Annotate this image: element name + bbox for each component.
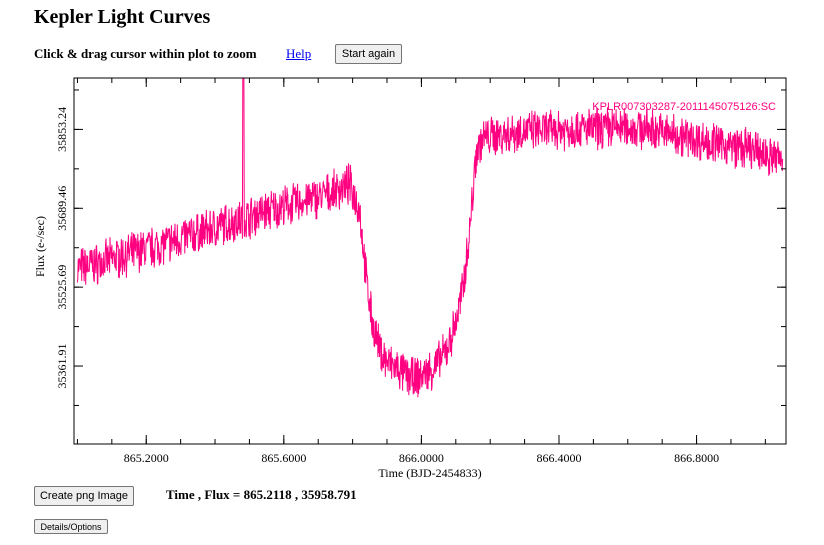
details-options-button[interactable]: Details/Options: [34, 519, 108, 534]
cursor-readout: Time , Flux = 865.2118 , 35958.791: [166, 487, 357, 502]
x-tick-label: 865.6000: [261, 451, 306, 465]
series-source-label: KPLR007303287-2011145075126:SC: [592, 101, 776, 113]
help-link[interactable]: Help: [286, 46, 312, 61]
light-curve-chart[interactable]: 865.2000 865.6000 866.0000 866.4000 866.8000…: [0, 0, 824, 480]
y-axis-label: Flux (e-/sec): [33, 216, 47, 277]
x-tick-label: 866.4000: [536, 451, 581, 465]
start-again-button[interactable]: Start again: [335, 44, 402, 64]
x-tick-label: 865.2000: [124, 451, 169, 465]
page-title: Kepler Light Curves: [34, 6, 211, 28]
x-tick-label: 866.0000: [399, 451, 444, 465]
y-tick-label: 35525.69: [55, 265, 69, 310]
y-tick-label: 35689.46: [55, 186, 69, 231]
x-axis-label: Time (BJD-2454833): [378, 466, 481, 480]
zoom-instructions: Click & drag cursor within plot to zoom: [34, 46, 257, 61]
y-tick-label: 35853.24: [55, 107, 69, 152]
y-tick-label: 35361.91: [55, 344, 69, 389]
create-png-button[interactable]: Create png Image: [34, 486, 134, 506]
flux-series-line: [76, 77, 784, 398]
x-tick-label: 866.8000: [674, 451, 719, 465]
plot-frame: [73, 77, 787, 445]
